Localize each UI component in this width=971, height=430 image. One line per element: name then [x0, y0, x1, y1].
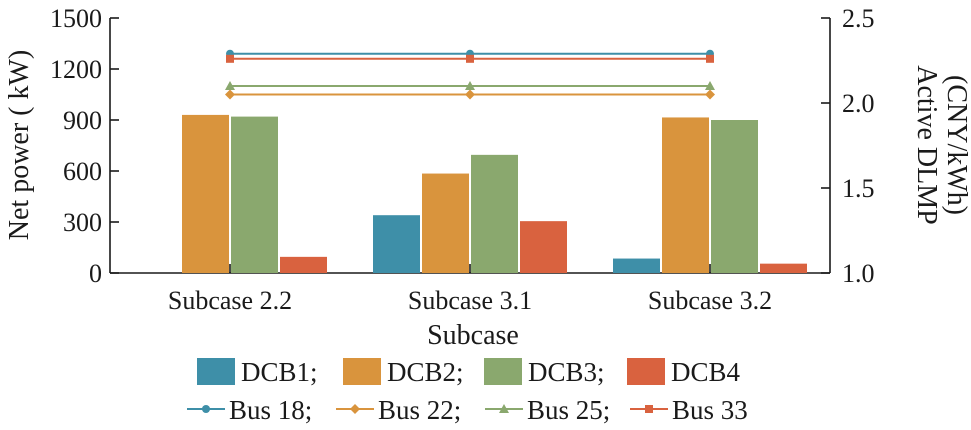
legend-label-dcb1: DCB1; [241, 357, 318, 387]
bar-dcb3 [231, 116, 278, 273]
bar-dcb2 [182, 114, 229, 274]
y2-axis-title-line1: Active DLMP [911, 65, 942, 224]
bar-dcb4 [280, 256, 327, 273]
bar-series [182, 114, 807, 274]
point-bus-33 [466, 54, 474, 63]
x-tick-label: Subcase 3.1 [408, 286, 532, 315]
point-bus-22 [705, 89, 715, 100]
bar-dcb1 [373, 215, 420, 273]
y2-tick-label: 1.5 [842, 174, 875, 203]
point-bus-25 [705, 81, 715, 90]
legend-swatch-dcb4 [627, 358, 665, 385]
y2-axis-title-line2: (CNY/kWh) [941, 75, 971, 215]
bar-dcb3 [711, 120, 758, 273]
legend-swatch-dcb2 [343, 358, 381, 385]
legend-swatch-dcb1 [197, 358, 235, 385]
y-tick-label: 300 [63, 208, 102, 237]
y2-axis-ticks: 1.0 1.5 2.0 2.5 [821, 4, 875, 288]
point-bus-33 [706, 54, 714, 63]
bar-dcb3 [471, 154, 518, 273]
bar-dcb1 [613, 258, 660, 273]
y-tick-label: 900 [63, 106, 102, 135]
legend-label-bus-22: Bus 22; [378, 395, 461, 425]
y-axis-ticks: 0 300 600 900 1200 1500 [50, 4, 119, 288]
legend-marker-bus-33 [645, 405, 653, 413]
legend-label-bus-25: Bus 25; [527, 395, 610, 425]
legend-label-bus-18: Bus 18; [229, 395, 312, 425]
x-tick-label: Subcase 2.2 [168, 286, 292, 315]
bar-dcb2 [422, 173, 469, 273]
point-bus-22 [225, 89, 235, 100]
legend-label-dcb3: DCB3; [528, 357, 605, 387]
legend-label-dcb4: DCB4 [671, 357, 741, 387]
legend-swatch-dcb3 [484, 358, 522, 385]
legend-marker-bus-25 [499, 404, 509, 413]
y2-tick-label: 1.0 [842, 259, 875, 288]
point-bus-33 [226, 54, 234, 63]
y2-tick-label: 2.5 [842, 4, 875, 33]
legend: DCB1; DCB2; DCB3; DCB4 Bus 18; Bus 22; Bus 25;… [187, 357, 748, 425]
y-tick-label: 600 [63, 157, 102, 186]
point-bus-25 [465, 81, 475, 90]
y-tick-label: 1500 [50, 4, 102, 33]
x-tick-label: Subcase 3.2 [648, 286, 772, 315]
x-axis-ticks: Subcase 2.2 Subcase 3.1 Subcase 3.2 [168, 264, 772, 315]
line-series [225, 49, 715, 100]
y-axis-title: Net power ( kW) [4, 50, 35, 240]
point-bus-25 [225, 81, 235, 90]
legend-label-dcb2: DCB2; [387, 357, 464, 387]
bar-dcb4 [760, 263, 807, 273]
legend-label-bus-33: Bus 33 [672, 395, 748, 425]
point-bus-22 [465, 89, 475, 100]
y-tick-label: 0 [89, 259, 102, 288]
y-tick-label: 1200 [50, 55, 102, 84]
y2-tick-label: 2.0 [842, 89, 875, 118]
bar-dcb2 [662, 117, 709, 273]
bar-dcb4 [520, 221, 567, 273]
legend-marker-bus-22 [350, 404, 360, 414]
legend-marker-bus-18 [202, 405, 210, 413]
x-axis-title: Subcase [427, 320, 519, 351]
